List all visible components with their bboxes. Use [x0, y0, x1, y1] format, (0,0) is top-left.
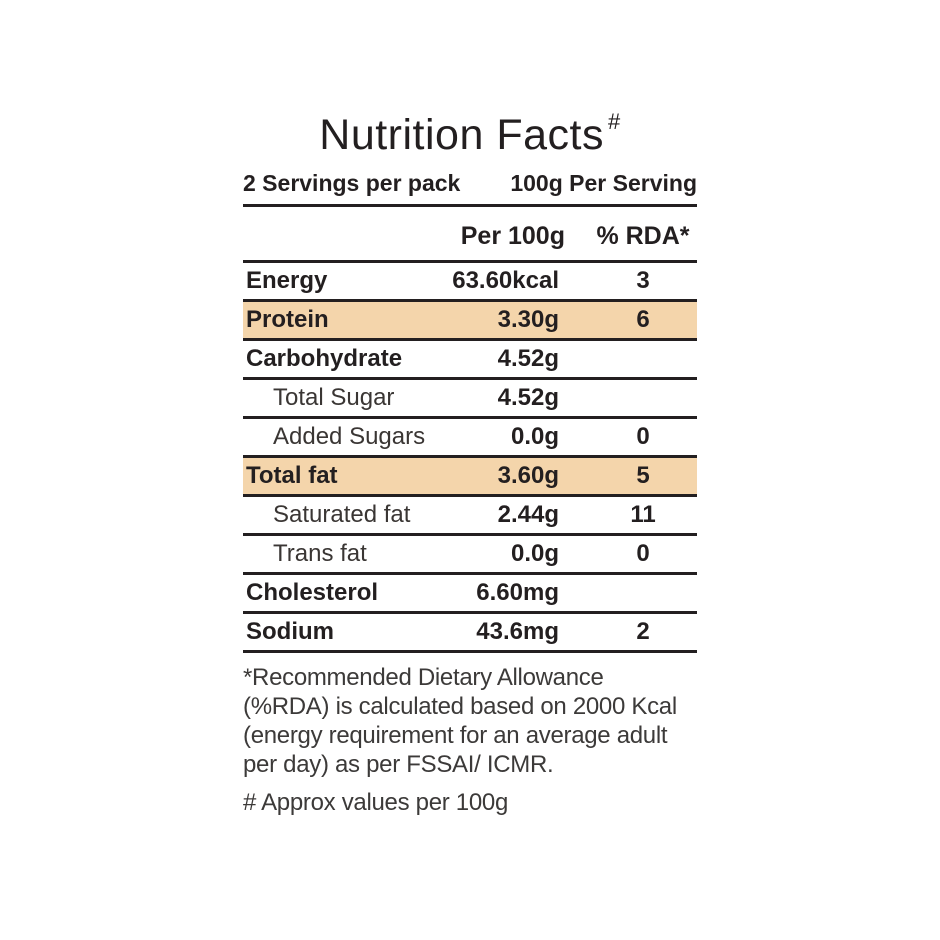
nutrient-row-protein: Protein 3.30g 6 — [243, 302, 697, 341]
nutrition-facts-label: Nutrition Facts # 2 Servings per pack 100… — [243, 97, 697, 817]
servings-per-pack: 2 Servings per pack — [243, 170, 461, 196]
nutrient-row-sodium: Sodium 43.6mg 2 — [243, 614, 697, 653]
nutrient-value: 0.0g — [510, 540, 559, 567]
nutrient-name: Carbohydrate — [246, 345, 403, 372]
nutrient-row-added-sugars: Added Sugars 0.0g 0 — [243, 419, 697, 458]
nutrient-rda: 11 — [630, 501, 656, 528]
nutrient-row-total-fat: Total fat 3.60g 5 — [243, 458, 697, 497]
nutrient-name: Trans fat — [273, 540, 367, 567]
label-title: Nutrition Facts # — [243, 97, 697, 160]
rda-footnote: *Recommended Dietary Allowance (%RDA) is… — [243, 663, 697, 779]
approx-footnote: # Approx values per 100g — [243, 789, 508, 816]
nutrient-name: Added Sugars — [273, 423, 426, 450]
nutrient-row-carbohydrate: Carbohydrate 4.52g — [243, 341, 697, 380]
nutrient-value: 43.6mg — [476, 618, 559, 645]
nutrient-row-cholesterol: Cholesterol 6.60mg — [243, 575, 697, 614]
serving-info-row: 2 Servings per pack 100g Per Serving — [243, 170, 697, 207]
nutrient-name: Total fat — [246, 462, 338, 489]
nutrient-value: 63.60kcal — [452, 267, 559, 294]
nutrient-name: Protein — [246, 306, 329, 333]
nutrient-name: Energy — [246, 267, 328, 294]
title-footnote-marker: # — [607, 109, 621, 134]
rda-footnote-line: per day) as per FSSAI/ ICMR. — [243, 751, 554, 778]
nutrient-rda: 0 — [636, 540, 650, 567]
nutrient-rda: 3 — [636, 267, 650, 294]
label-title-text: Nutrition Facts — [319, 111, 604, 159]
rda-footnote-line: *Recommended Dietary Allowance — [243, 664, 604, 691]
nutrient-rda: 6 — [636, 306, 650, 333]
nutrient-rda: 2 — [636, 618, 650, 645]
nutrient-name: Cholesterol — [246, 579, 379, 606]
nutrient-value: 2.44g — [497, 501, 559, 528]
column-header-per-100g: Per 100g — [460, 222, 565, 250]
rda-footnote-line: (energy requirement for an average adult — [243, 722, 668, 749]
nutrient-rda: 5 — [636, 462, 650, 489]
nutrient-row-saturated-fat: Saturated fat 2.44g 11 — [243, 497, 697, 536]
nutrient-value: 6.60mg — [476, 579, 559, 606]
nutrient-row-energy: Energy 63.60kcal 3 — [243, 263, 697, 302]
nutrient-value: 3.60g — [497, 462, 559, 489]
nutrient-row-total-sugar: Total Sugar 4.52g — [243, 380, 697, 419]
nutrient-value: 3.30g — [497, 306, 559, 333]
nutrient-value: 4.52g — [497, 345, 559, 372]
nutrient-name: Sodium — [246, 618, 334, 645]
nutrient-value: 4.52g — [497, 384, 559, 411]
column-header-rda: % RDA* — [596, 222, 690, 250]
nutrient-value: 0.0g — [510, 423, 559, 450]
nutrient-name: Saturated fat — [273, 501, 411, 528]
serving-size: 100g Per Serving — [510, 170, 697, 196]
nutrient-rda: 0 — [636, 423, 650, 450]
nutrient-name: Total Sugar — [273, 384, 395, 411]
table-column-headers: Per 100g % RDA* — [243, 207, 697, 263]
nutrient-row-trans-fat: Trans fat 0.0g 0 — [243, 536, 697, 575]
rda-footnote-line: (%RDA) is calculated based on 2000 Kcal — [243, 693, 677, 720]
